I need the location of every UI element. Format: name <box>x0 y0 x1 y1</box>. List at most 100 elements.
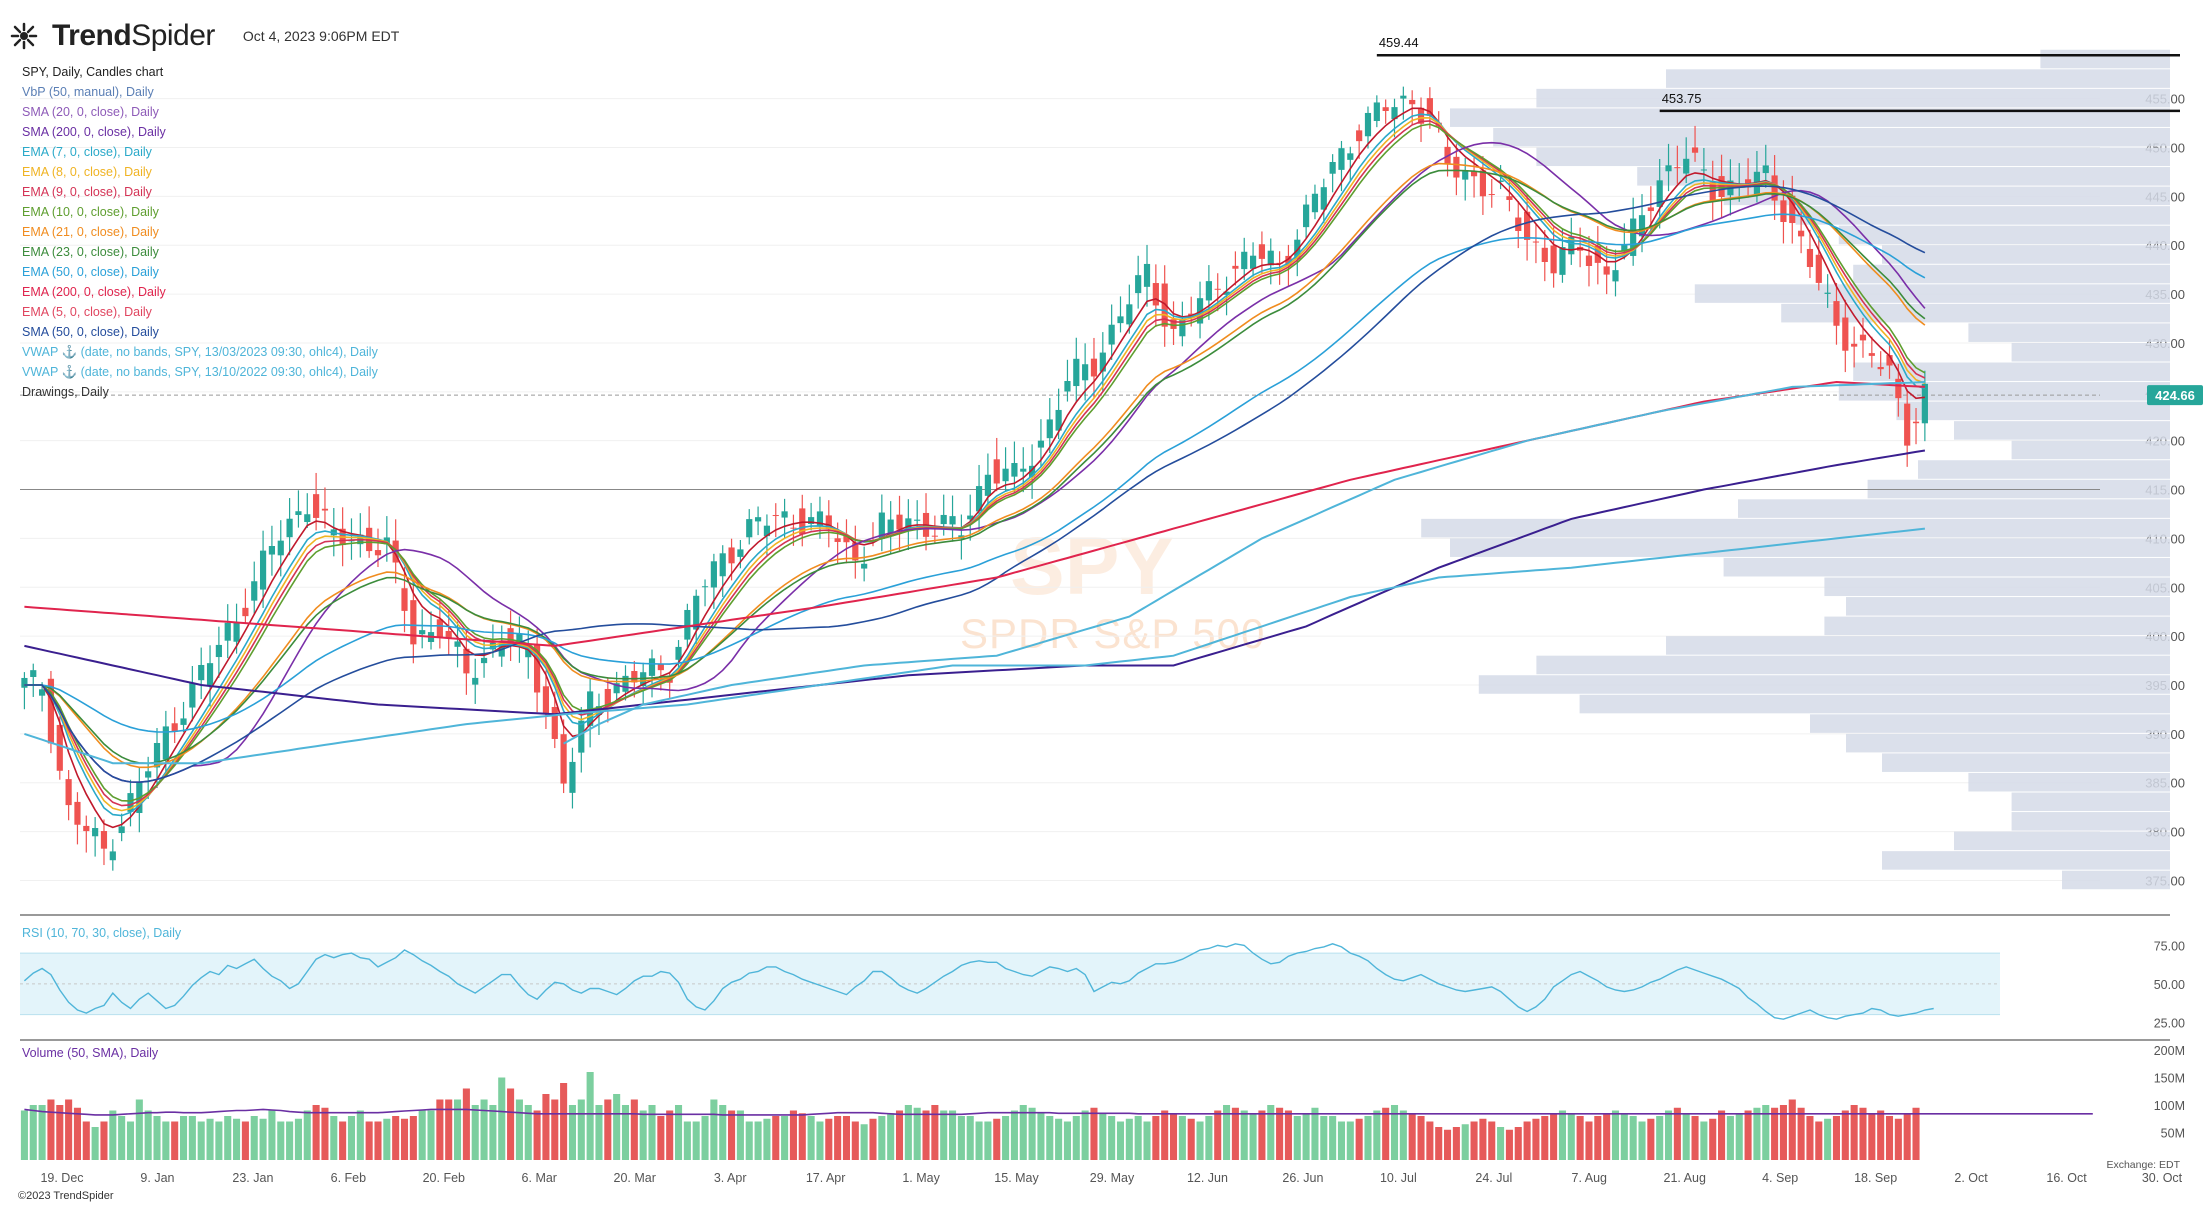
volume-bar <box>515 1099 523 1160</box>
candle-body <box>436 619 443 638</box>
legend-item[interactable]: VWAP ⚓ (date, no bands, SPY, 13/10/2022 … <box>22 365 378 379</box>
legend-item[interactable]: EMA (9, 0, close), Daily <box>22 185 152 199</box>
legend-item[interactable]: VWAP ⚓ (date, no bands, SPY, 13/03/2023 … <box>22 345 378 359</box>
candle-body <box>1258 244 1266 259</box>
legend-item[interactable]: SMA (20, 0, close), Daily <box>22 105 159 119</box>
candle-body <box>657 663 664 671</box>
volume-bar <box>949 1110 957 1160</box>
legend-item[interactable]: SMA (200, 0, close), Daily <box>22 125 166 139</box>
volume-bar <box>259 1118 267 1160</box>
volume-bar <box>118 1116 126 1160</box>
candle-body <box>1356 130 1363 142</box>
candle-body <box>251 581 258 601</box>
candle-body <box>454 641 461 647</box>
volume-bar <box>1364 1116 1372 1160</box>
legend-item[interactable]: SPY, Daily, Candles chart <box>22 65 164 79</box>
volume-bar <box>1541 1116 1549 1160</box>
legend-item[interactable]: EMA (5, 0, close), Daily <box>22 305 152 319</box>
volume-profile-bar <box>1738 499 2170 518</box>
volume-bar <box>1108 1116 1116 1160</box>
volume-bar <box>577 1099 585 1160</box>
candle-body <box>1621 244 1628 251</box>
volume-bar <box>728 1110 736 1160</box>
candle-body <box>463 648 470 674</box>
volume-bar <box>1329 1116 1337 1160</box>
volume-tick-label: 150M <box>2154 1072 2185 1086</box>
volume-bar <box>984 1121 992 1160</box>
candle-body <box>1055 409 1062 431</box>
legend-item[interactable]: EMA (8, 0, close), Daily <box>22 165 152 179</box>
legend-item[interactable]: SMA (50, 0, close), Daily <box>22 325 159 339</box>
candle-body <box>569 761 576 793</box>
candle-body <box>1912 421 1920 424</box>
candle-body <box>578 720 585 753</box>
legend-item[interactable]: EMA (50, 0, close), Daily <box>22 265 159 279</box>
volume-profile-bar <box>2011 342 2170 362</box>
x-axis-label: 2. Oct <box>1954 1171 1988 1185</box>
legend-item[interactable]: EMA (7, 0, close), Daily <box>22 145 152 159</box>
watermark-name: SPDR S&P 500 <box>960 610 1266 657</box>
volume-bar <box>1885 1116 1894 1160</box>
volume-bar <box>144 1110 152 1160</box>
candle-body <box>39 689 46 696</box>
volume-bar <box>1249 1113 1257 1160</box>
candle-body <box>215 644 222 658</box>
candle-body <box>1170 319 1177 329</box>
volume-bar <box>1514 1127 1522 1160</box>
candle-body <box>1152 283 1159 306</box>
legend-item[interactable]: EMA (200, 0, close), Daily <box>22 285 166 299</box>
volume-bar <box>825 1118 833 1160</box>
volume-bar <box>445 1099 453 1160</box>
volume-bar <box>277 1121 285 1160</box>
candle-body <box>109 851 116 861</box>
volume-profile-bar <box>1666 636 2170 655</box>
last-price-badge <box>2147 385 2203 406</box>
volume-bar <box>648 1105 656 1160</box>
candle-body <box>516 633 523 643</box>
candle-body <box>1488 194 1495 196</box>
volume-bar <box>860 1124 868 1160</box>
candle-body <box>1046 419 1053 439</box>
volume-bar <box>1682 1113 1690 1160</box>
volume-profile-bar <box>1723 557 2170 577</box>
candle-body <box>542 686 550 714</box>
legend-item[interactable]: EMA (23, 0, close), Daily <box>22 245 159 259</box>
volume-bar <box>657 1116 665 1160</box>
legend-item[interactable]: EMA (10, 0, close), Daily <box>22 205 159 219</box>
candle-body <box>1426 98 1433 116</box>
candle-body <box>763 525 771 537</box>
candle-body <box>242 607 249 617</box>
volume-bar <box>1868 1113 1876 1160</box>
candle-body <box>1656 180 1663 207</box>
volume-bar <box>1320 1116 1328 1160</box>
legend-item[interactable]: VbP (50, manual), Daily <box>22 85 154 99</box>
x-axis-label: 9. Jan <box>140 1171 174 1185</box>
x-axis-label: 17. Apr <box>806 1171 846 1185</box>
volume-profile-bar <box>1579 694 2170 714</box>
volume-bar <box>710 1099 718 1160</box>
volume-bar <box>851 1121 859 1160</box>
volume-bar <box>1797 1107 1805 1160</box>
candle-body <box>896 514 903 530</box>
candle-body <box>1214 288 1221 290</box>
volume-bar <box>1558 1110 1566 1160</box>
legend-item[interactable]: Drawings, Daily <box>22 385 109 399</box>
candle-body <box>1559 247 1566 275</box>
candle-body <box>472 677 479 685</box>
volume-bar <box>904 1105 912 1160</box>
candle-body <box>374 550 382 556</box>
volume-bar <box>524 1105 532 1160</box>
candle-body <box>401 588 408 611</box>
candle-body <box>843 535 850 543</box>
volume-bar <box>1762 1105 1770 1160</box>
volume-bar <box>568 1105 576 1160</box>
legend-item[interactable]: EMA (21, 0, close), Daily <box>22 225 159 239</box>
candle-body <box>1011 463 1018 477</box>
chart-timestamp: Oct 4, 2023 9:06PM EDT <box>242 28 400 44</box>
candle-body <box>47 678 55 744</box>
candle-body <box>1568 236 1575 255</box>
candle-body <box>560 734 567 784</box>
volume-bar <box>869 1118 877 1160</box>
volume-bar <box>533 1110 541 1160</box>
